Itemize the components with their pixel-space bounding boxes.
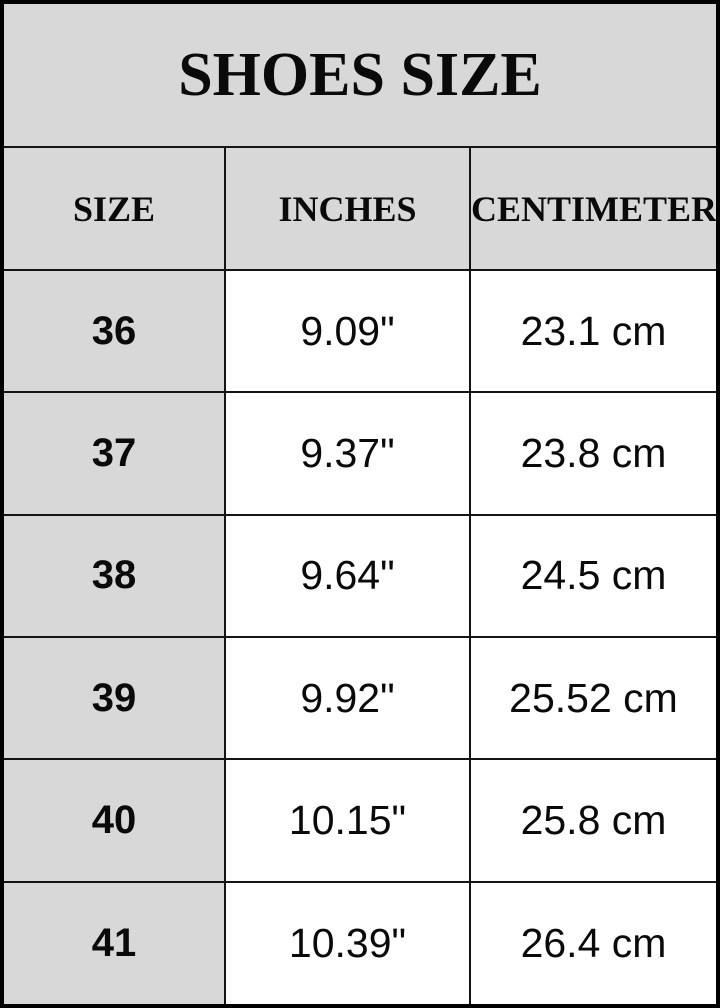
- table-row: 40 10.15" 25.8 cm: [4, 758, 716, 883]
- centimeter-cell: 23.8 cm: [469, 391, 716, 516]
- size-cell: 41: [4, 880, 226, 1004]
- title-band: SHOES SIZE: [4, 4, 716, 148]
- chart-title: SHOES SIZE: [178, 40, 542, 109]
- table-row: 41 10.39" 26.4 cm: [4, 880, 716, 1004]
- inches-cell: 9.64": [224, 513, 471, 638]
- table-row: 39 9.92" 25.52 cm: [4, 635, 716, 761]
- centimeter-cell: 25.8 cm: [469, 758, 716, 883]
- centimeter-cell: 26.4 cm: [469, 880, 716, 1004]
- size-cell: 36: [4, 268, 226, 394]
- size-cell: 39: [4, 635, 226, 761]
- size-cell: 38: [4, 513, 226, 638]
- column-header-inches: INCHES: [224, 147, 471, 271]
- size-cell: 40: [4, 758, 226, 883]
- table-row: 38 9.64" 24.5 cm: [4, 513, 716, 638]
- header-row: SIZE INCHES CENTIMETER: [4, 147, 716, 271]
- column-header-size: SIZE: [4, 147, 226, 271]
- table-row: 36 9.09" 23.1 cm: [4, 268, 716, 394]
- inches-cell: 10.15": [224, 758, 471, 883]
- table-body: 36 9.09" 23.1 cm 37 9.37" 23.8 cm 38 9.6…: [4, 268, 716, 1004]
- inches-cell: 9.92": [224, 635, 471, 761]
- table-row: 37 9.37" 23.8 cm: [4, 391, 716, 516]
- inches-cell: 10.39": [224, 880, 471, 1004]
- column-header-centimeter: CENTIMETER: [469, 147, 716, 271]
- table-header: SIZE INCHES CENTIMETER: [4, 147, 716, 271]
- size-conversion-table: SIZE INCHES CENTIMETER 36 9.09" 23.1 cm …: [4, 147, 716, 1004]
- centimeter-cell: 25.52 cm: [469, 635, 716, 761]
- inches-cell: 9.09": [224, 268, 471, 394]
- centimeter-cell: 23.1 cm: [469, 268, 716, 394]
- size-cell: 37: [4, 391, 226, 516]
- centimeter-cell: 24.5 cm: [469, 513, 716, 638]
- inches-cell: 9.37": [224, 391, 471, 516]
